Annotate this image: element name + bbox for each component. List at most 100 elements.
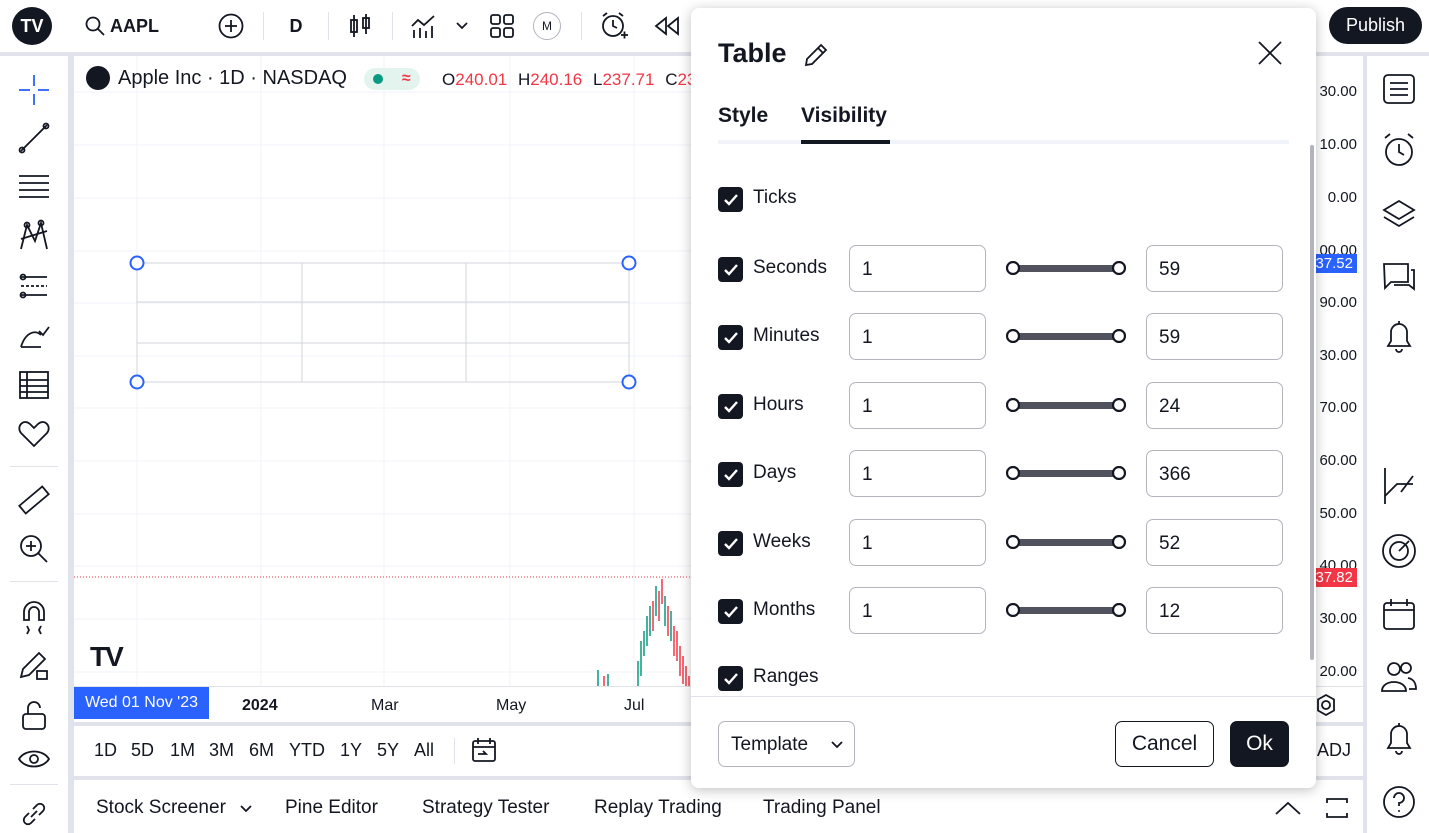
chart-type-button[interactable] [344, 10, 376, 42]
hide-drawings[interactable] [14, 744, 54, 780]
rename-pencil-icon[interactable] [803, 42, 829, 68]
weeks-min-input[interactable]: 1 [849, 519, 986, 566]
minutes-min-input[interactable]: 1 [849, 313, 986, 360]
chevron-down-icon[interactable] [239, 804, 253, 814]
tab-replay-trading[interactable]: Replay Trading [594, 797, 722, 818]
weeks-max-input[interactable]: 52 [1146, 519, 1283, 566]
chats-button[interactable] [1379, 258, 1419, 298]
range-1m-button[interactable]: 1M [170, 740, 196, 760]
days-range-slider[interactable] [1006, 466, 1126, 480]
weeks-checkbox[interactable] [718, 531, 743, 556]
seconds-checkbox[interactable] [718, 257, 743, 282]
months-range-slider[interactable] [1006, 603, 1126, 617]
range-5d-button[interactable]: 5D [131, 740, 155, 760]
replay-mode-button[interactable]: M [531, 10, 563, 42]
community-button[interactable] [1379, 656, 1419, 696]
price-axis[interactable]: 30.00 10.00 0.00 00.00 37.52 90.00 30.00… [1311, 56, 1363, 722]
alerts-log-button[interactable] [1379, 718, 1419, 758]
hours-checkbox[interactable] [718, 394, 743, 419]
lock-all-drawings[interactable] [14, 698, 54, 734]
tab-pine-editor[interactable]: Pine Editor [285, 797, 378, 818]
interval-button[interactable]: D [289, 15, 303, 36]
hours-range-slider[interactable] [1006, 398, 1126, 412]
ticks-checkbox[interactable] [718, 187, 743, 212]
settings-icon[interactable] [1314, 693, 1338, 717]
indicators-button[interactable] [407, 10, 439, 42]
range-ytd-button[interactable]: YTD [289, 740, 325, 760]
template-dropdown[interactable]: Template [718, 721, 855, 767]
trend-line-tool[interactable] [14, 120, 54, 156]
cancel-button[interactable]: Cancel [1115, 721, 1214, 767]
object-tree-button[interactable] [1379, 194, 1419, 234]
compare-add-button[interactable] [215, 10, 247, 42]
magnet-tool[interactable] [14, 600, 54, 636]
minutes-max-input[interactable]: 59 [1146, 313, 1283, 360]
months-max-input[interactable]: 12 [1146, 587, 1283, 634]
months-checkbox[interactable] [718, 599, 743, 624]
pattern-tool[interactable] [14, 218, 54, 254]
weeks-range-slider[interactable] [1006, 535, 1126, 549]
forecast-tool[interactable] [14, 268, 54, 304]
zoom-tool[interactable] [14, 531, 54, 567]
seconds-max-input[interactable]: 59 [1146, 245, 1283, 292]
help-button[interactable] [1379, 782, 1419, 822]
close-icon[interactable] [1257, 40, 1283, 66]
range-5y-button[interactable]: 5Y [377, 740, 400, 760]
brush-tool[interactable] [14, 318, 54, 354]
range-all-button[interactable]: All [414, 740, 435, 760]
days-max-input[interactable]: 366 [1146, 450, 1283, 497]
tab-trading-panel[interactable]: Trading Panel [763, 797, 881, 818]
table-tool[interactable] [14, 367, 54, 403]
fib-tool[interactable] [14, 169, 54, 205]
notifications-button[interactable] [1379, 316, 1419, 356]
months-min-input[interactable]: 1 [849, 587, 986, 634]
range-1d-button[interactable]: 1D [94, 740, 118, 760]
indicators-dropdown[interactable] [452, 10, 472, 42]
chevron-up-icon[interactable] [1274, 800, 1302, 816]
fib-lines-icon [19, 175, 49, 198]
go-to-date-icon[interactable] [470, 736, 498, 764]
seconds-range-slider[interactable] [1006, 261, 1126, 275]
measure-tool[interactable] [14, 482, 54, 518]
hours-min-input[interactable]: 1 [849, 382, 986, 429]
tradingview-logo[interactable]: TV [12, 7, 52, 45]
grid-icon [490, 14, 514, 38]
favorites-tool[interactable] [14, 416, 54, 452]
days-label: Days [753, 462, 797, 483]
alert-button[interactable] [598, 10, 630, 42]
crosshair-tool[interactable] [14, 72, 54, 108]
lock-drawing-mode[interactable] [14, 648, 54, 684]
ok-button[interactable]: Ok [1230, 721, 1289, 767]
alerts-button[interactable] [1379, 130, 1419, 170]
tab-visibility[interactable]: Visibility [801, 104, 887, 127]
watchlist-button[interactable] [1379, 69, 1419, 109]
table-drawing[interactable] [129, 255, 637, 390]
divider [328, 12, 329, 40]
adjust-data-button[interactable]: ADJ [1317, 740, 1352, 760]
technicals-button[interactable] [1379, 531, 1419, 571]
publish-button[interactable]: Publish [1329, 7, 1422, 44]
range-1y-button[interactable]: 1Y [340, 740, 363, 760]
days-checkbox[interactable] [718, 462, 743, 487]
range-6m-button[interactable]: 6M [249, 740, 275, 760]
seconds-min-input[interactable]: 1 [849, 245, 986, 292]
layout-button[interactable] [486, 10, 518, 42]
tab-style[interactable]: Style [718, 104, 769, 127]
ranges-checkbox[interactable] [718, 666, 743, 691]
dialog-scrollbar[interactable] [1310, 145, 1314, 660]
market-status-badge[interactable]: ≈ [364, 68, 420, 90]
minutes-checkbox[interactable] [718, 325, 743, 350]
range-3m-button[interactable]: 3M [209, 740, 235, 760]
minutes-range-slider[interactable] [1006, 329, 1126, 343]
days-min-input[interactable]: 1 [849, 450, 986, 497]
symbol-search-button[interactable]: AAPL [84, 10, 164, 42]
symbol-title[interactable]: Apple Inc · 1D · NASDAQ [86, 66, 347, 90]
hours-max-input[interactable]: 24 [1146, 382, 1283, 429]
calendar-button[interactable] [1379, 594, 1419, 634]
maximize-icon[interactable] [1324, 795, 1350, 821]
tab-strategy-tester[interactable]: Strategy Tester [422, 797, 550, 818]
remove-drawings[interactable] [14, 796, 54, 832]
replay-button[interactable] [652, 10, 682, 42]
trading-button[interactable] [1379, 466, 1419, 506]
tab-stock-screener[interactable]: Stock Screener [96, 797, 226, 818]
